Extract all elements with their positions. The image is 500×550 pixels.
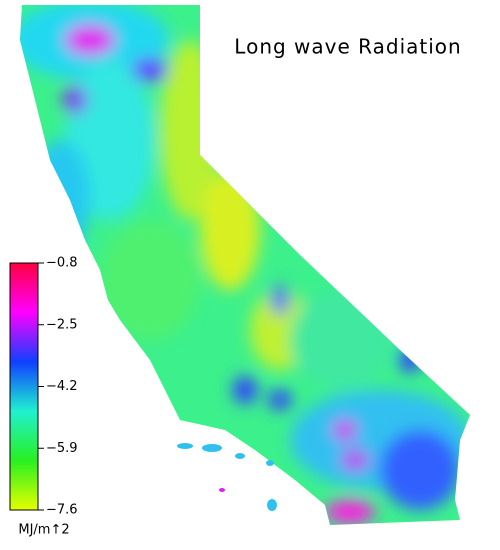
map-title: Long wave Radiation: [234, 35, 461, 59]
colorbar-tick-label: −7.6: [46, 503, 78, 518]
colorbar-ramp: [9, 262, 39, 511]
colorbar-tick-label: −4.2: [46, 379, 78, 394]
colorbar-tick-label: −5.9: [46, 441, 78, 456]
colorbar: −0.8 −2.5 −4.2 −5.9 −7.6: [9, 256, 78, 518]
colorbar-tick-label: −0.8: [46, 256, 78, 271]
colorbar-tick-label: −2.5: [46, 317, 78, 332]
islands: [177, 443, 277, 511]
colorbar-unit: MJ/m↑2: [18, 523, 69, 538]
